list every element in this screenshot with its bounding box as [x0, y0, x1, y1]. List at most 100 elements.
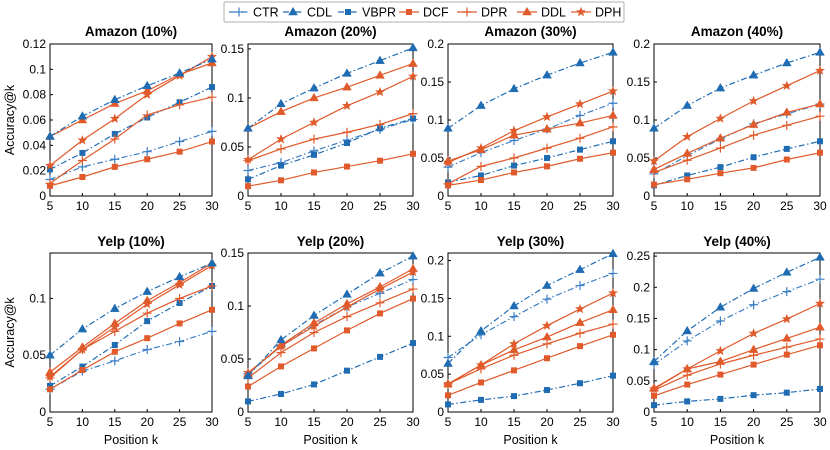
- series-dph: [243, 266, 418, 377]
- data-point-dph: [142, 298, 153, 309]
- data-point-dcf: [278, 177, 284, 184]
- legend-item-ctr: CTR: [229, 6, 279, 20]
- data-point-vbpr: [684, 172, 691, 179]
- data-point-dpr: [815, 111, 825, 121]
- series-dpr: [243, 284, 418, 383]
- y-tick-label: 0.1: [227, 299, 244, 313]
- x-tick-label: 10: [681, 415, 695, 429]
- data-point-vbpr: [750, 392, 757, 399]
- data-point-dcf: [47, 386, 53, 393]
- data-point-dph: [781, 313, 792, 324]
- data-point-dph: [815, 65, 825, 75]
- data-point-dph: [509, 338, 519, 349]
- data-point-dph: [45, 371, 55, 381]
- data-point-dpr: [375, 298, 385, 308]
- legend-item-ddl: DDL: [517, 6, 566, 20]
- data-point-vbpr: [717, 395, 724, 402]
- legend-label-ddl: DDL: [541, 6, 566, 20]
- y-tick-label: 0: [237, 405, 244, 419]
- legend-item-dph: DPH: [571, 6, 621, 20]
- data-point-dpr: [110, 134, 120, 144]
- series-line-vbpr: [447, 140, 614, 183]
- x-tick-label: 20: [340, 415, 354, 429]
- data-point-cdl: [375, 268, 385, 277]
- data-point-dcf: [278, 363, 284, 370]
- x-tick-label: 10: [474, 415, 488, 429]
- series-dpr: [45, 92, 217, 188]
- data-point-dcf: [111, 348, 118, 355]
- x-tick-label: 10: [274, 415, 288, 429]
- data-point-vbpr: [79, 363, 86, 370]
- x-tick-label: 25: [780, 415, 794, 429]
- series-line-ctr: [49, 130, 213, 181]
- series-dph: [649, 65, 825, 166]
- data-point-vbpr: [610, 372, 616, 379]
- x-tick-label: 15: [307, 415, 321, 429]
- series-ddl: [443, 304, 618, 388]
- data-point-vbpr: [278, 390, 284, 397]
- data-point-ddl: [608, 110, 618, 119]
- y-tick-label: 0.15: [627, 75, 651, 89]
- data-point-dcf: [511, 169, 517, 176]
- y-tick-label: 0: [437, 189, 444, 203]
- data-point-ctr: [408, 275, 418, 284]
- x-tick-label: 30: [606, 415, 620, 429]
- data-point-dpr: [408, 284, 418, 294]
- x-tick-label: 25: [373, 415, 387, 429]
- series-ctr: [243, 275, 418, 379]
- data-point-dph: [575, 303, 585, 314]
- data-point-vbpr: [684, 398, 691, 405]
- data-point-ddl: [509, 130, 519, 139]
- data-point-dcf: [176, 320, 183, 327]
- data-point-dcf: [144, 156, 151, 163]
- data-point-vbpr: [344, 140, 350, 147]
- data-point-ctr: [542, 294, 552, 304]
- panel-yelp-10: Yelp (10%) 0 0.05 0.1 5 10 15 20 25 30 Accuracy@k P…: [3, 234, 219, 447]
- data-point-cdl: [781, 267, 792, 276]
- data-point-dcf: [311, 169, 317, 176]
- x-tick-label: 30: [813, 415, 827, 429]
- data-point-ddl: [682, 148, 693, 157]
- x-tick-label: 5: [651, 415, 658, 429]
- data-point-dcf: [717, 170, 724, 177]
- data-point-vbpr: [245, 398, 251, 405]
- legend-marker-dph: [576, 6, 586, 17]
- data-point-cdl: [109, 303, 120, 312]
- x-tick-label: 20: [141, 199, 155, 213]
- series-ddl: [649, 322, 825, 392]
- series-line-dcf: [653, 344, 821, 397]
- y-tick-label: 0: [39, 405, 46, 419]
- data-point-dph: [575, 98, 585, 109]
- data-point-ddl: [408, 58, 418, 67]
- data-point-ctr: [207, 126, 217, 136]
- x-tick-label: 10: [76, 415, 90, 429]
- data-point-dcf: [245, 183, 251, 190]
- data-point-ddl: [781, 107, 792, 116]
- series-dph: [443, 287, 618, 389]
- y-tick-label: 0.1: [633, 343, 650, 357]
- data-point-ctr: [207, 326, 217, 336]
- y-tick-label: 0.05: [221, 140, 245, 154]
- data-point-cdl: [309, 310, 319, 319]
- series-dcf: [445, 331, 616, 399]
- x-tick-label: 20: [540, 415, 554, 429]
- y-tick-label: 0.06: [23, 113, 47, 127]
- series-line-dpr: [653, 115, 821, 174]
- x-tick-label: 30: [606, 199, 620, 213]
- plot-frame: [49, 43, 213, 197]
- data-point-ddl: [542, 124, 552, 133]
- series-dcf: [651, 149, 823, 188]
- data-point-dcf: [209, 138, 215, 145]
- data-point-dpr: [309, 134, 319, 144]
- data-point-dcf: [478, 177, 484, 184]
- data-point-cdl: [309, 83, 319, 92]
- data-point-dcf: [817, 149, 823, 156]
- data-point-dcf: [79, 366, 86, 373]
- y-tick-label: 0.25: [627, 249, 651, 263]
- data-point-dph: [276, 341, 286, 351]
- x-tick-label: 5: [47, 415, 54, 429]
- data-point-vbpr: [47, 382, 53, 389]
- data-point-dpr: [542, 143, 552, 153]
- y-tick-label: 0.04: [23, 138, 47, 152]
